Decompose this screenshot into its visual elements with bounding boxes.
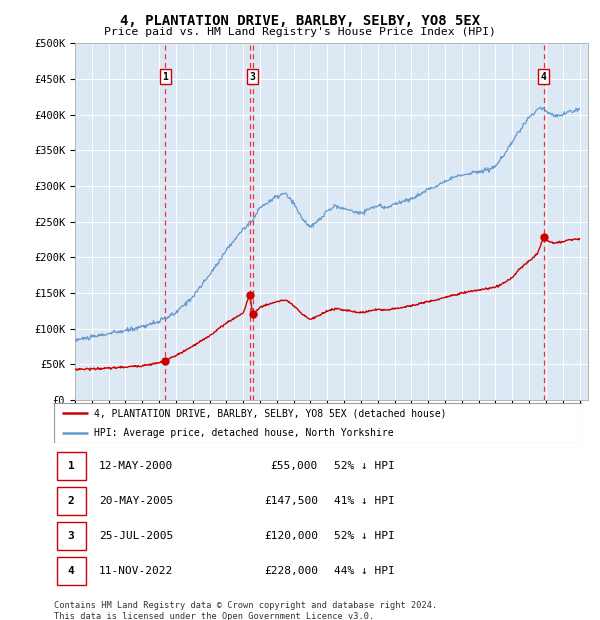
Text: £120,000: £120,000 xyxy=(264,531,318,541)
Text: £147,500: £147,500 xyxy=(264,496,318,506)
Text: Contains HM Land Registry data © Crown copyright and database right 2024.
This d: Contains HM Land Registry data © Crown c… xyxy=(54,601,437,620)
Text: 3: 3 xyxy=(68,531,74,541)
Text: 2: 2 xyxy=(68,496,74,506)
FancyBboxPatch shape xyxy=(56,557,86,585)
FancyBboxPatch shape xyxy=(56,522,86,550)
Text: 4, PLANTATION DRIVE, BARLBY, SELBY, YO8 5EX (detached house): 4, PLANTATION DRIVE, BARLBY, SELBY, YO8 … xyxy=(94,409,446,419)
Text: 4: 4 xyxy=(541,72,547,82)
Text: 4: 4 xyxy=(68,566,74,576)
Text: 44% ↓ HPI: 44% ↓ HPI xyxy=(334,566,395,576)
Text: 52% ↓ HPI: 52% ↓ HPI xyxy=(334,531,395,541)
FancyBboxPatch shape xyxy=(56,453,86,480)
Text: 1: 1 xyxy=(162,72,168,82)
Text: 52% ↓ HPI: 52% ↓ HPI xyxy=(334,461,395,471)
Text: £228,000: £228,000 xyxy=(264,566,318,576)
Text: 11-NOV-2022: 11-NOV-2022 xyxy=(99,566,173,576)
Text: 20-MAY-2005: 20-MAY-2005 xyxy=(99,496,173,506)
Text: HPI: Average price, detached house, North Yorkshire: HPI: Average price, detached house, Nort… xyxy=(94,428,393,438)
Text: 1: 1 xyxy=(68,461,74,471)
Text: 25-JUL-2005: 25-JUL-2005 xyxy=(99,531,173,541)
Text: 4, PLANTATION DRIVE, BARLBY, SELBY, YO8 5EX: 4, PLANTATION DRIVE, BARLBY, SELBY, YO8 … xyxy=(120,14,480,28)
Text: Price paid vs. HM Land Registry's House Price Index (HPI): Price paid vs. HM Land Registry's House … xyxy=(104,27,496,37)
FancyBboxPatch shape xyxy=(56,487,86,515)
Text: 12-MAY-2000: 12-MAY-2000 xyxy=(99,461,173,471)
Text: 3: 3 xyxy=(250,72,256,82)
FancyBboxPatch shape xyxy=(54,403,582,443)
Text: £55,000: £55,000 xyxy=(271,461,318,471)
Text: 41% ↓ HPI: 41% ↓ HPI xyxy=(334,496,395,506)
